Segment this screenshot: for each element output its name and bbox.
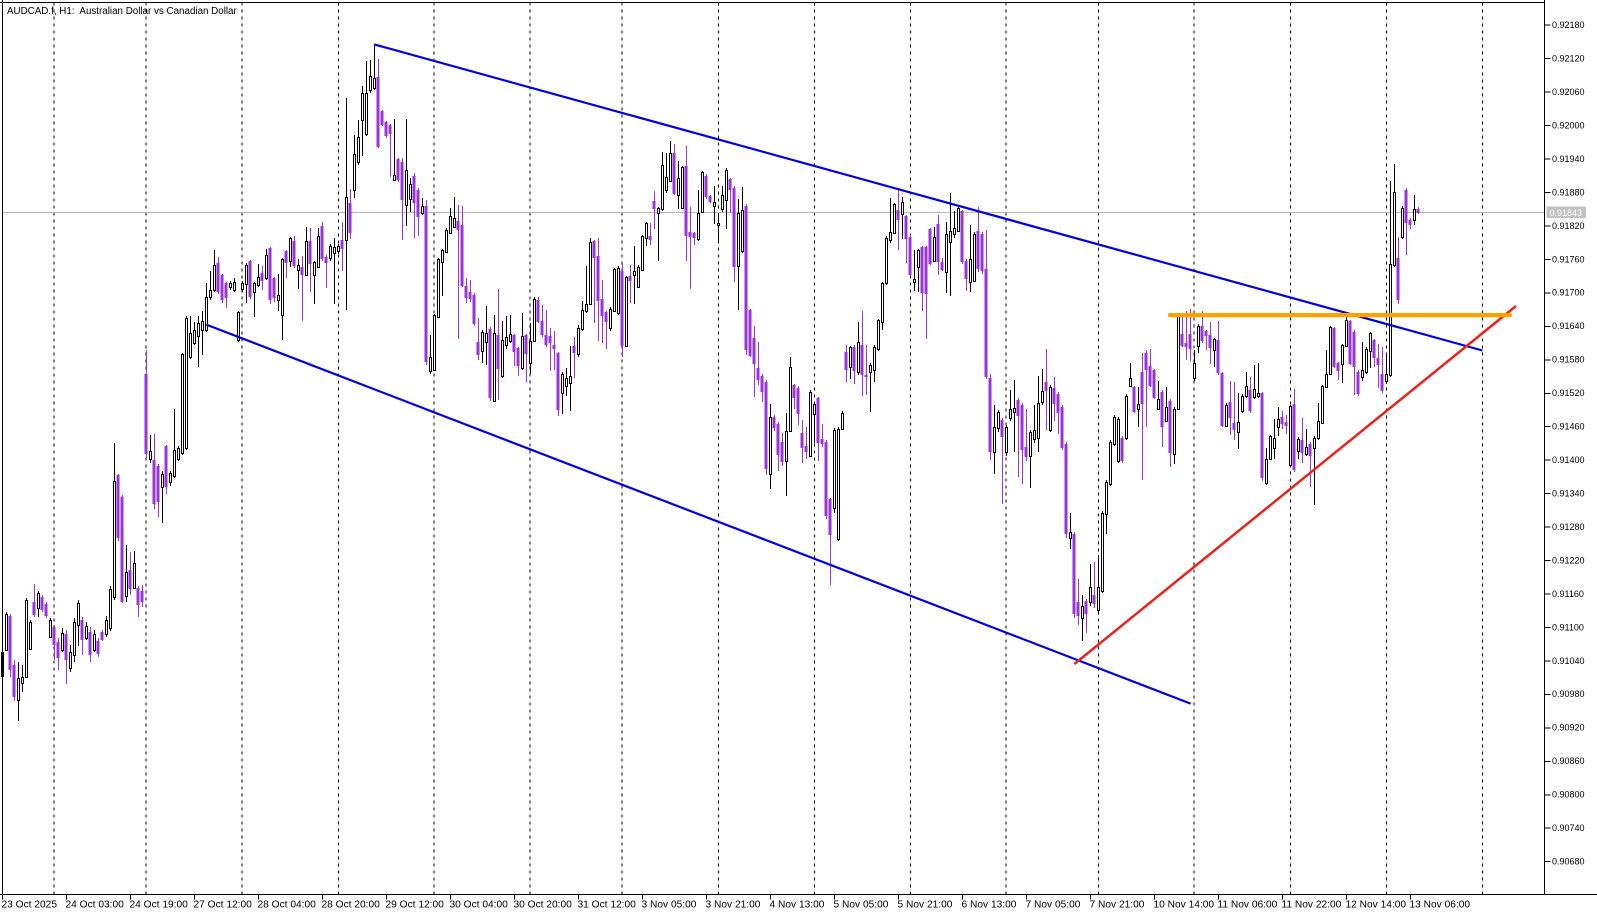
svg-text:3 Nov 21:00: 3 Nov 21:00 xyxy=(706,900,761,911)
svg-text:28 Oct 04:00: 28 Oct 04:00 xyxy=(258,900,317,911)
svg-text:0.91640: 0.91640 xyxy=(1552,321,1585,331)
svg-text:0.91760: 0.91760 xyxy=(1552,254,1585,264)
svg-text:24 Oct 03:00: 24 Oct 03:00 xyxy=(66,900,125,911)
svg-text:0.91940: 0.91940 xyxy=(1552,154,1585,164)
svg-text:0.91340: 0.91340 xyxy=(1552,489,1585,499)
svg-text:0.90740: 0.90740 xyxy=(1552,823,1585,833)
svg-text:6 Nov 13:00: 6 Nov 13:00 xyxy=(962,900,1017,911)
svg-text:13 Nov 06:00: 13 Nov 06:00 xyxy=(1410,900,1471,911)
svg-text:0.91820: 0.91820 xyxy=(1552,221,1585,231)
svg-text:0.91700: 0.91700 xyxy=(1552,288,1585,298)
svg-text:5 Nov 05:00: 5 Nov 05:00 xyxy=(834,900,889,911)
svg-text:27 Oct 12:00: 27 Oct 12:00 xyxy=(194,900,253,911)
svg-text:0.92000: 0.92000 xyxy=(1552,120,1585,130)
svg-text:0.91160: 0.91160 xyxy=(1552,589,1584,599)
svg-text:11 Nov 06:00: 11 Nov 06:00 xyxy=(1218,900,1278,911)
svg-text:0.92120: 0.92120 xyxy=(1552,54,1585,64)
svg-text:0.91100: 0.91100 xyxy=(1552,622,1584,632)
svg-text:0.91880: 0.91880 xyxy=(1552,187,1585,197)
svg-text:7 Nov 21:00: 7 Nov 21:00 xyxy=(1090,900,1145,911)
svg-text:0.90980: 0.90980 xyxy=(1552,689,1585,699)
svg-text:0.91520: 0.91520 xyxy=(1552,388,1585,398)
svg-text:0.92060: 0.92060 xyxy=(1552,87,1585,97)
svg-text:12 Nov 14:00: 12 Nov 14:00 xyxy=(1346,900,1407,911)
svg-text:0.90860: 0.90860 xyxy=(1552,756,1585,766)
svg-text:31 Oct 12:00: 31 Oct 12:00 xyxy=(578,900,637,911)
svg-text:0.90680: 0.90680 xyxy=(1552,857,1585,867)
svg-text:11 Nov 22:00: 11 Nov 22:00 xyxy=(1282,900,1342,911)
svg-text:7 Nov 05:00: 7 Nov 05:00 xyxy=(1026,900,1081,911)
svg-text:0.91280: 0.91280 xyxy=(1552,522,1585,532)
svg-text:0.91580: 0.91580 xyxy=(1552,355,1585,365)
svg-text:0.91843: 0.91843 xyxy=(1550,208,1583,218)
svg-text:0.91220: 0.91220 xyxy=(1552,555,1585,565)
svg-text:0.92180: 0.92180 xyxy=(1552,20,1585,30)
svg-text:3 Nov 05:00: 3 Nov 05:00 xyxy=(642,900,697,911)
svg-text:23 Oct 2025: 23 Oct 2025 xyxy=(2,900,58,911)
svg-text:0.91040: 0.91040 xyxy=(1552,656,1585,666)
svg-text:0.90920: 0.90920 xyxy=(1552,723,1585,733)
svg-text:5 Nov 21:00: 5 Nov 21:00 xyxy=(898,900,953,911)
svg-text:4 Nov 13:00: 4 Nov 13:00 xyxy=(770,900,825,911)
svg-text:30 Oct 04:00: 30 Oct 04:00 xyxy=(450,900,509,911)
svg-text:AUDCAD.f, H1: Australian Doll: AUDCAD.f, H1: Australian Dollar vs Canad… xyxy=(7,6,238,17)
svg-text:10 Nov 14:00: 10 Nov 14:00 xyxy=(1154,900,1215,911)
svg-text:0.91460: 0.91460 xyxy=(1552,422,1585,432)
svg-text:0.90800: 0.90800 xyxy=(1552,790,1585,800)
svg-text:29 Oct 12:00: 29 Oct 12:00 xyxy=(386,900,445,911)
svg-text:28 Oct 20:00: 28 Oct 20:00 xyxy=(322,900,381,911)
svg-text:24 Oct 19:00: 24 Oct 19:00 xyxy=(130,900,189,911)
svg-text:30 Oct 20:00: 30 Oct 20:00 xyxy=(514,900,573,911)
svg-text:0.91400: 0.91400 xyxy=(1552,455,1585,465)
